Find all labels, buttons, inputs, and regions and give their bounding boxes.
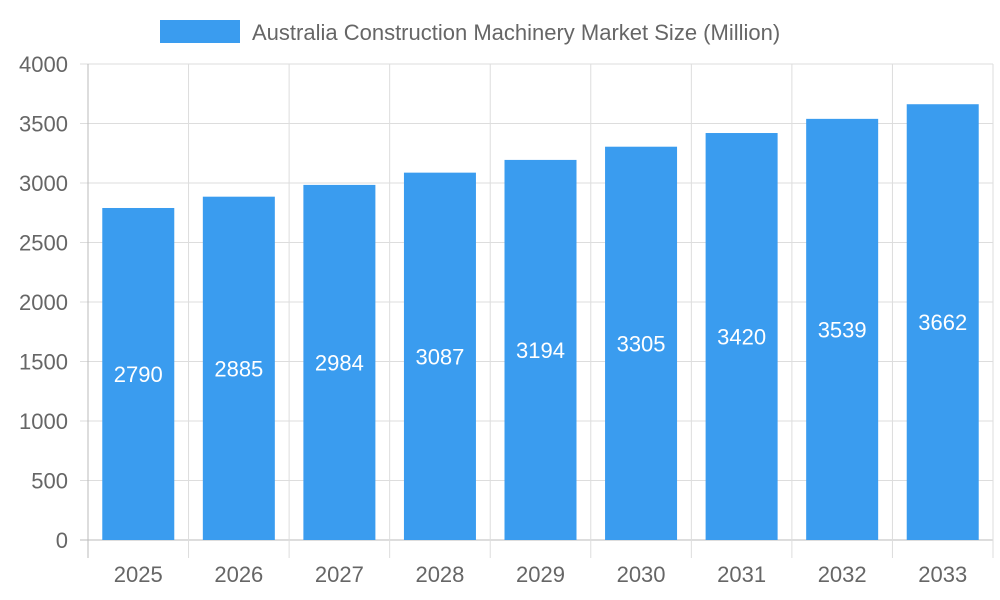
legend-swatch [160, 20, 240, 43]
bar [202, 196, 275, 540]
x-tick-label: 2032 [818, 562, 867, 587]
data-label: 3420 [717, 325, 766, 350]
data-label: 3539 [818, 317, 867, 342]
x-tick-label: 2028 [415, 562, 464, 587]
data-label: 3194 [516, 338, 565, 363]
bar [705, 133, 778, 540]
x-tick-label: 2033 [918, 562, 967, 587]
y-tick-label: 1500 [19, 350, 68, 375]
bar [303, 184, 376, 541]
y-tick-label: 3500 [19, 112, 68, 137]
x-tick-label: 2026 [214, 562, 263, 587]
bar [906, 104, 979, 541]
x-tick-label: 2031 [717, 562, 766, 587]
y-tick-label: 0 [56, 528, 68, 553]
y-tick-label: 500 [31, 469, 68, 494]
y-tick-label: 2500 [19, 231, 68, 256]
data-label: 2885 [214, 356, 263, 381]
x-tick-label: 2030 [617, 562, 666, 587]
x-tick-label: 2025 [114, 562, 163, 587]
y-tick-label: 3000 [19, 171, 68, 196]
bar [102, 207, 175, 541]
legend[interactable]: Australia Construction Machinery Market … [160, 20, 780, 45]
y-tick-label: 1000 [19, 409, 68, 434]
bars: 2790 2885 2984 3087 3194 3305 3420 3539 3662 [102, 104, 979, 541]
data-label: 2984 [315, 350, 364, 375]
bar [504, 159, 577, 540]
legend-label: Australia Construction Machinery Market … [252, 20, 780, 45]
x-tick-label: 2027 [315, 562, 364, 587]
x-tick-label: 2029 [516, 562, 565, 587]
y-tick-label: 4000 [19, 52, 68, 77]
data-label: 2790 [114, 362, 163, 387]
data-label: 3662 [918, 310, 967, 335]
bar [806, 118, 879, 540]
data-label: 3305 [617, 331, 666, 356]
axes: 0 500 1000 1500 2000 2500 3000 3500 4000 2025 2026… [19, 52, 967, 587]
y-tick-label: 2000 [19, 290, 68, 315]
data-label: 3087 [415, 344, 464, 369]
bar [605, 146, 678, 540]
bar [403, 172, 476, 540]
